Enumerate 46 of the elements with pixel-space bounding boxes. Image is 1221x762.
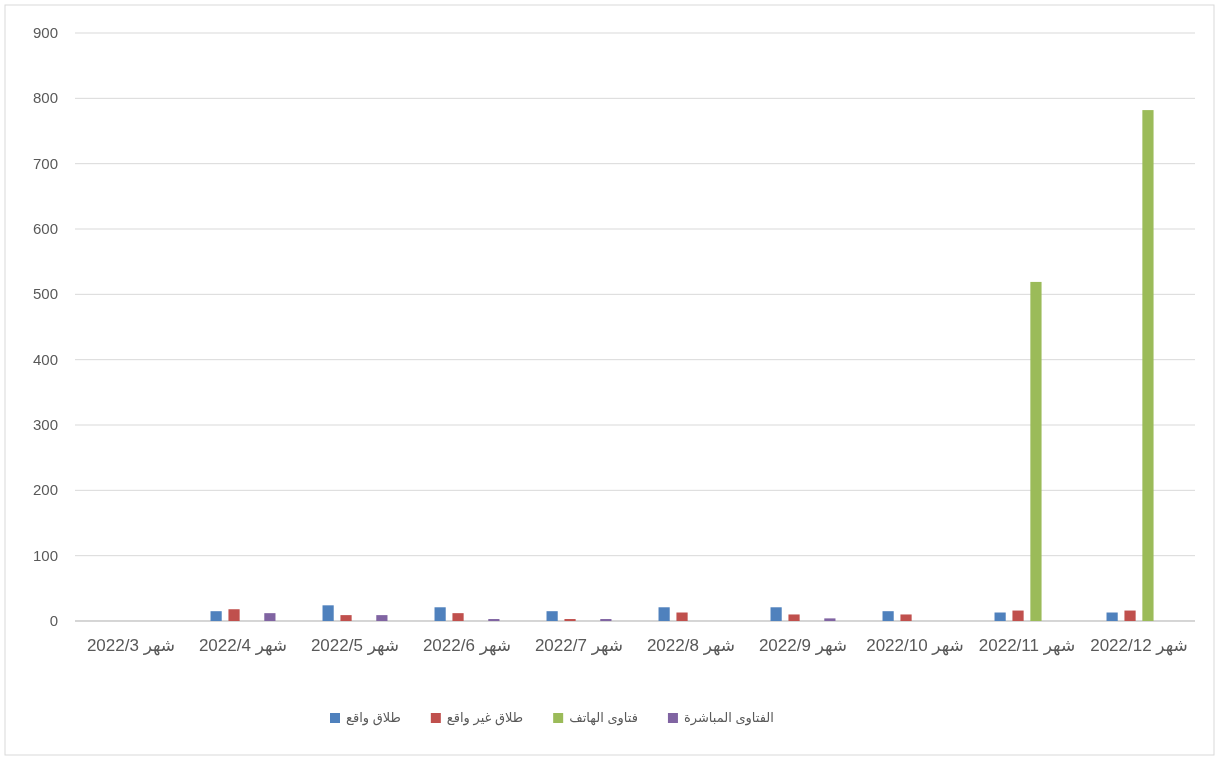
bar — [1012, 610, 1024, 621]
bar — [228, 609, 240, 621]
x-tick-label: شهر 2022/3 — [86, 636, 176, 656]
bar — [676, 612, 688, 621]
bar — [658, 607, 670, 621]
bar — [1106, 612, 1118, 621]
bar — [824, 618, 836, 621]
bar — [882, 611, 894, 621]
x-tick-label: شهر 2022/8 — [646, 636, 736, 656]
x-tick-label: شهر 2022/5 — [310, 636, 400, 656]
bar — [264, 613, 276, 621]
bar — [546, 611, 558, 621]
x-tick-label: شهر 2022/7 — [534, 636, 624, 656]
x-tick-label: شهر 2022/6 — [422, 636, 512, 656]
bar — [376, 615, 388, 621]
legend-label: فتاوى الهاتف — [569, 710, 638, 726]
bar — [788, 614, 800, 621]
y-tick-label: 800 — [32, 89, 58, 107]
bar — [322, 605, 334, 621]
y-tick-label: 500 — [32, 285, 58, 303]
x-tick-label: شهر 2022/12 — [1090, 636, 1188, 656]
y-tick-label: 700 — [32, 154, 58, 172]
bar — [900, 614, 912, 621]
bar — [770, 607, 782, 621]
y-tick-label: 100 — [32, 546, 58, 564]
y-tick-label: 200 — [32, 481, 58, 499]
x-tick-label: شهر 2022/10 — [866, 636, 964, 656]
legend-label: طلاق واقع — [346, 710, 401, 726]
x-tick-label: شهر 2022/11 — [978, 636, 1076, 656]
y-tick-label: 900 — [32, 24, 58, 41]
bar — [434, 607, 446, 621]
y-tick-label: 400 — [32, 350, 58, 368]
y-tick-label: 600 — [32, 220, 58, 237]
bar — [994, 612, 1006, 621]
bar — [210, 611, 222, 621]
y-tick-label: 300 — [32, 416, 58, 433]
y-tick-label: 0 — [49, 612, 58, 629]
bar — [452, 613, 464, 621]
bar — [1124, 610, 1136, 621]
bar — [340, 615, 352, 621]
x-tick-label: شهر 2022/9 — [758, 636, 848, 656]
bar — [1142, 110, 1154, 621]
x-tick-label: شهر 2022/4 — [198, 636, 288, 656]
legend-label: الفتاوى المباشرة — [683, 710, 774, 726]
legend-label: طلاق غير واقع — [446, 710, 524, 726]
bar — [1030, 281, 1042, 621]
